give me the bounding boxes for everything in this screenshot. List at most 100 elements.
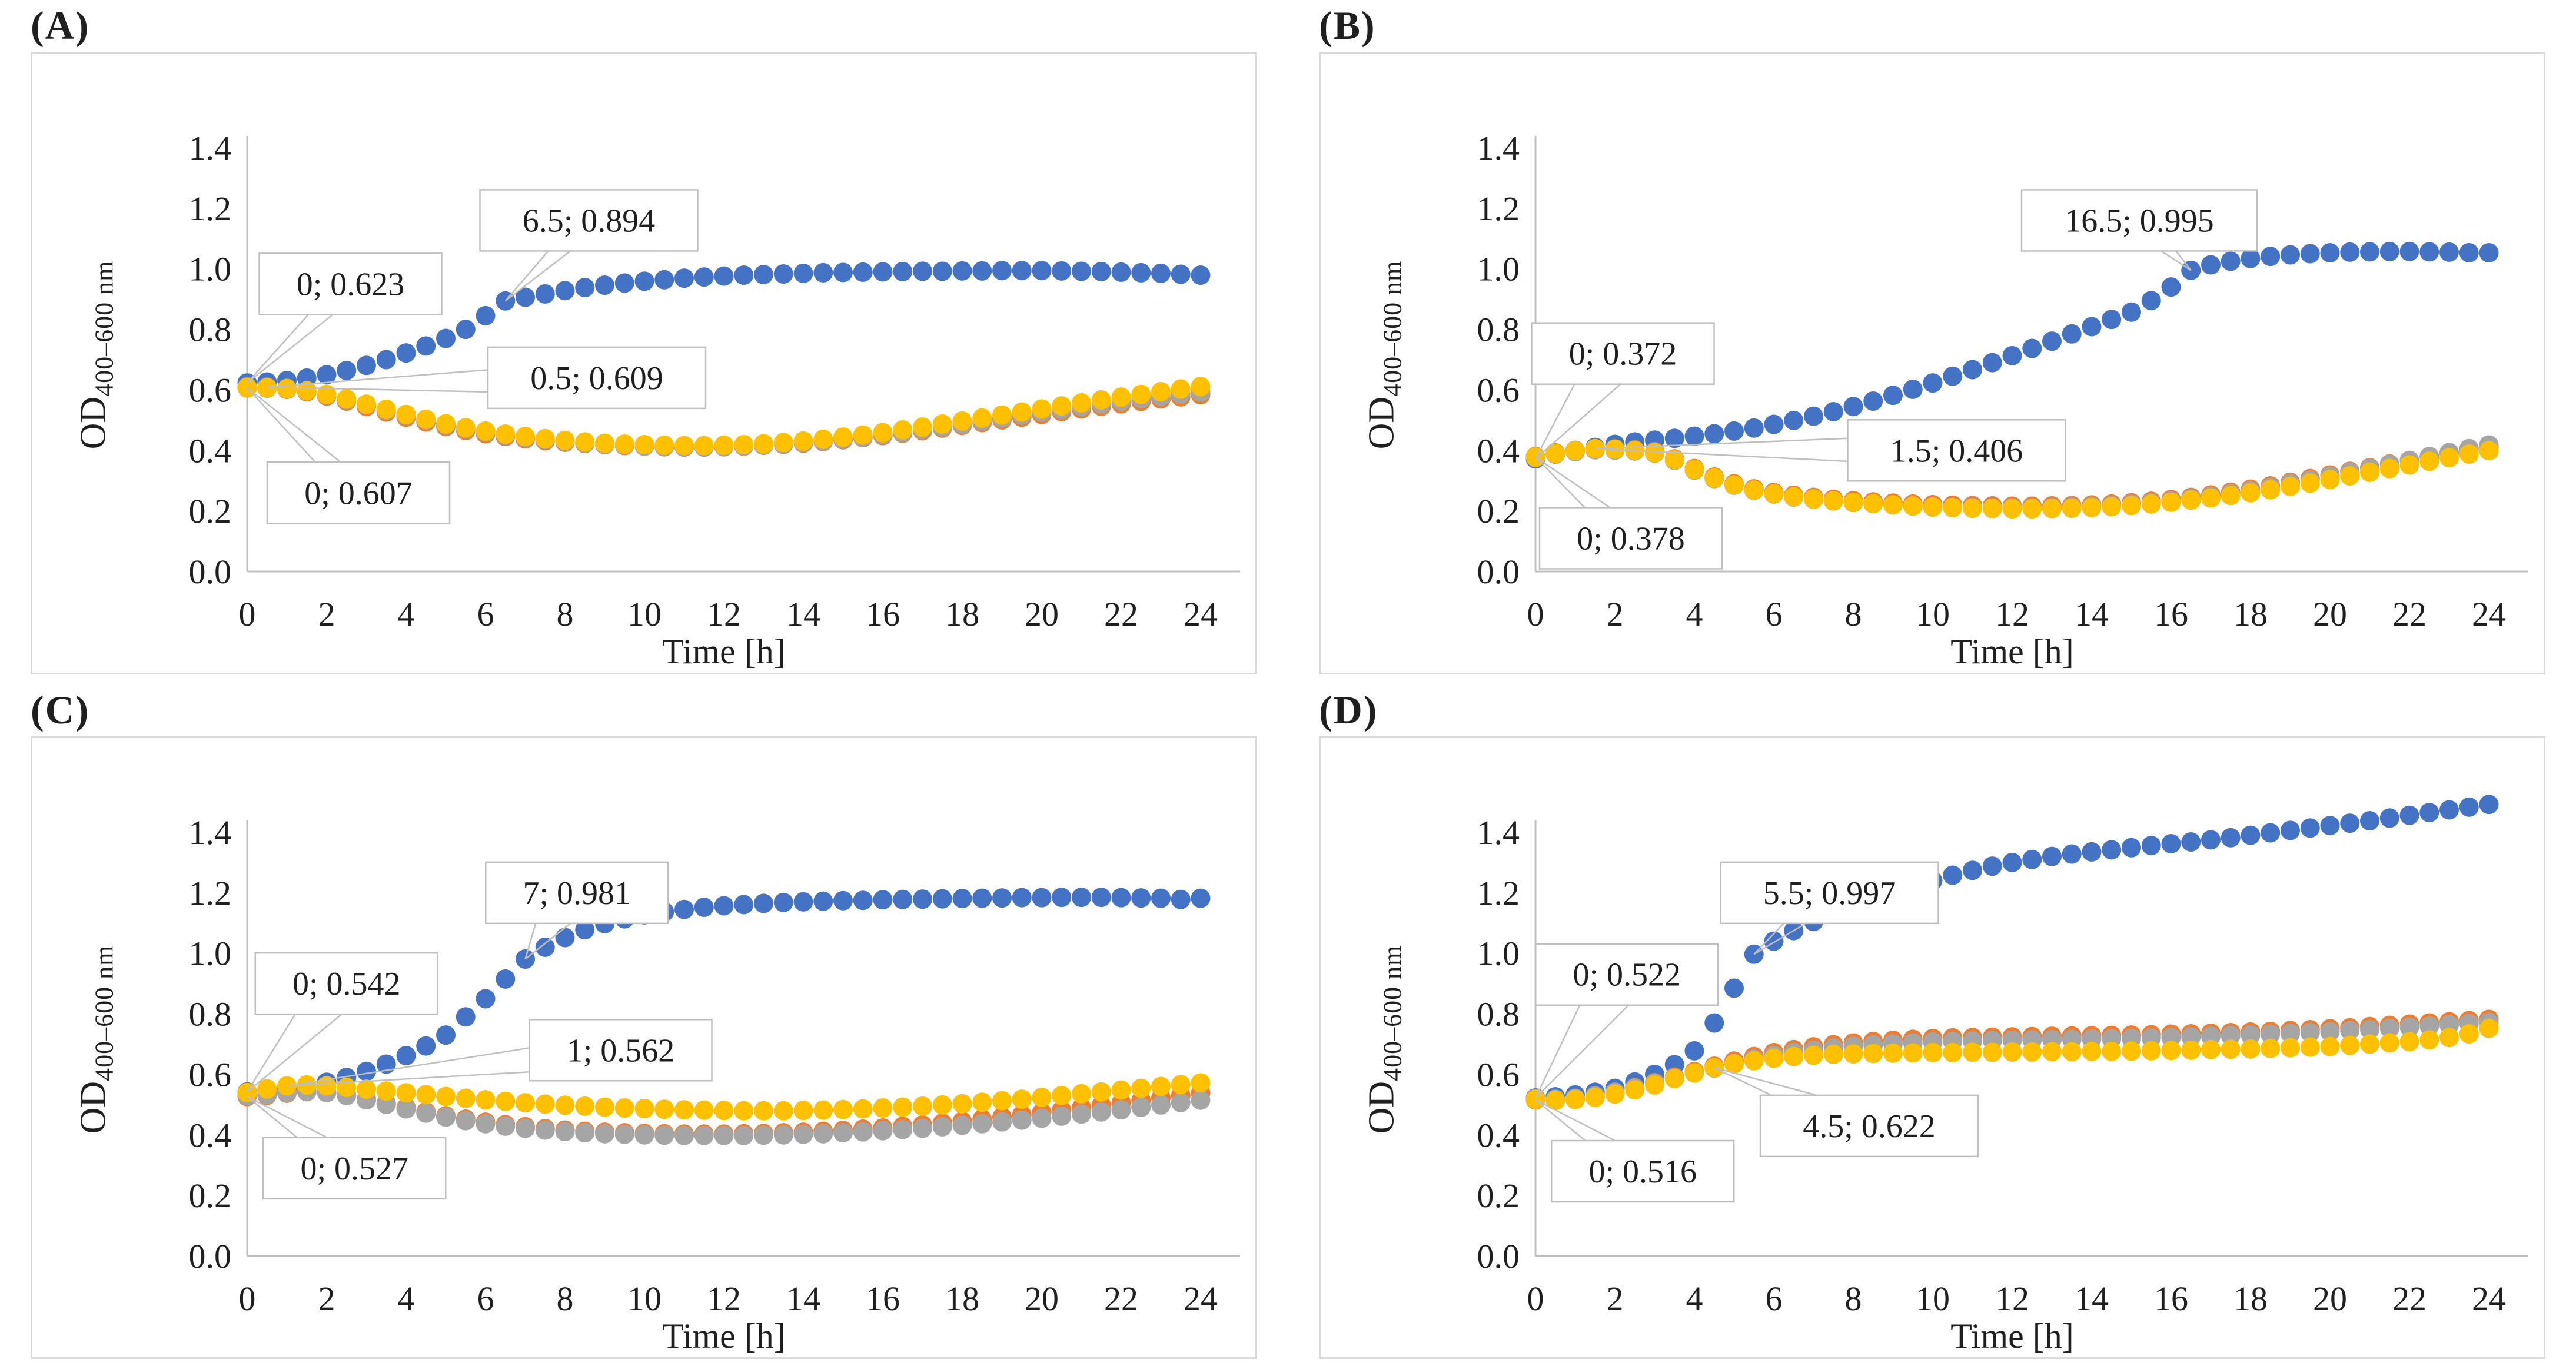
svg-text:1.5; 0.406: 1.5; 0.406	[1890, 433, 2023, 469]
y-axis-title-sub: 400–600 nm	[1378, 260, 1407, 397]
svg-text:0; 0.623: 0; 0.623	[297, 266, 405, 303]
svg-text:1.4: 1.4	[1477, 813, 1520, 852]
svg-text:0.2: 0.2	[189, 492, 232, 530]
svg-text:0; 0.542: 0; 0.542	[292, 966, 401, 1002]
y-axis-title: OD400–600 nm	[72, 945, 119, 1134]
svg-text:22: 22	[1104, 1280, 1138, 1318]
svg-text:18: 18	[2233, 1280, 2268, 1318]
svg-text:8: 8	[557, 1280, 574, 1318]
svg-text:6: 6	[477, 1280, 494, 1318]
svg-text:12: 12	[707, 595, 741, 633]
y-axis-title-main: OD	[73, 396, 114, 450]
svg-text:16: 16	[2154, 595, 2188, 633]
svg-text:6: 6	[1766, 595, 1783, 633]
y-axis-title-main: OD	[1361, 396, 1402, 450]
svg-text:0.4: 0.4	[189, 1116, 232, 1154]
svg-text:0.5; 0.609: 0.5; 0.609	[530, 360, 663, 397]
svg-text:1.2: 1.2	[189, 190, 232, 228]
svg-text:10: 10	[1916, 595, 1950, 633]
svg-text:24: 24	[2472, 595, 2506, 633]
panel-label: (B)	[1319, 3, 1376, 48]
panel-d: (D) 0.0 0.2 0.4 0.6 0.8 1.0 1.2 1.4 0 2 4 6 8 10 12 14 1…	[1288, 684, 2576, 1369]
svg-text:0.8: 0.8	[1477, 995, 1520, 1034]
svg-text:0.2: 0.2	[189, 1177, 232, 1215]
panel-c: (C) 0.0 0.2 0.4 0.6 0.8 1.0 1.2 1.4 0 2 4 6 8 10 12 14 1…	[0, 684, 1288, 1369]
plot-area: 0.00.20.40.60.81.01.21.40 2 4 6 8 10 12 14 16 18 2…	[1477, 795, 2528, 1318]
svg-text:0: 0	[239, 595, 256, 633]
svg-text:1; 0.562: 1; 0.562	[567, 1032, 675, 1069]
plot-area: 0.00.20.40.60.81.01.21.40 2 4 6 8 10 12 14 16 18 2…	[189, 813, 1240, 1318]
svg-text:18: 18	[945, 595, 979, 633]
svg-text:5.5; 0.997: 5.5; 0.997	[1763, 875, 1896, 912]
chart-box: 0.0 0.2 0.4 0.6 0.8 1.0 1.2 1.4 0 2 4 6 8 10 12 14 16 18 2…	[1319, 52, 2545, 674]
svg-text:4: 4	[398, 1280, 415, 1318]
svg-text:14: 14	[786, 595, 820, 633]
svg-text:1.4: 1.4	[189, 129, 232, 167]
svg-text:4.5; 0.622: 4.5; 0.622	[1803, 1108, 1936, 1145]
svg-text:1.2: 1.2	[189, 874, 232, 912]
svg-text:0; 0.516: 0; 0.516	[1588, 1154, 1697, 1190]
svg-text:0.6: 0.6	[189, 371, 232, 409]
svg-text:1.4: 1.4	[1477, 129, 1520, 167]
svg-text:4: 4	[1686, 1280, 1703, 1318]
svg-text:0.4: 0.4	[1477, 431, 1520, 470]
svg-text:6.5; 0.894: 6.5; 0.894	[523, 202, 656, 239]
svg-text:0: 0	[239, 1280, 256, 1318]
svg-text:6: 6	[477, 595, 494, 633]
svg-text:16: 16	[866, 1280, 900, 1318]
svg-text:0.6: 0.6	[1477, 371, 1520, 409]
svg-text:8: 8	[557, 595, 574, 633]
svg-text:8: 8	[1845, 1280, 1862, 1318]
svg-text:0.8: 0.8	[189, 311, 232, 349]
svg-text:0.6: 0.6	[189, 1055, 232, 1094]
svg-text:20: 20	[2313, 1280, 2347, 1318]
svg-text:8: 8	[1845, 595, 1862, 633]
x-axis-title: Time [h]	[662, 632, 786, 671]
x-axis-title: Time [h]	[662, 1317, 786, 1355]
svg-text:24: 24	[1184, 595, 1218, 633]
svg-text:2: 2	[318, 595, 335, 633]
svg-text:0: 0	[1527, 1280, 1544, 1318]
y-axis-title-sub: 400–600 nm	[89, 260, 119, 397]
y-axis-title-sub: 400–600 nm	[89, 945, 119, 1081]
svg-text:16.5; 0.995: 16.5; 0.995	[2065, 202, 2214, 239]
svg-text:0.0: 0.0	[1477, 1237, 1520, 1275]
chart-box: 0.0 0.2 0.4 0.6 0.8 1.0 1.2 1.4 0 2 4 6 8 10 12 14 16 18 2…	[31, 52, 1257, 674]
y-axis-title-main: OD	[73, 1081, 114, 1134]
svg-text:0.0: 0.0	[189, 1237, 232, 1275]
svg-text:1.4: 1.4	[189, 813, 232, 852]
svg-text:2: 2	[1607, 595, 1624, 633]
svg-text:12: 12	[1995, 1280, 2029, 1318]
y-axis-title: OD400–600 nm	[1361, 945, 1407, 1134]
svg-text:2: 2	[318, 1280, 335, 1318]
svg-text:20: 20	[1025, 595, 1059, 633]
svg-text:2: 2	[1607, 1280, 1624, 1318]
svg-text:0.0: 0.0	[1477, 553, 1520, 591]
svg-text:0.8: 0.8	[1477, 311, 1520, 349]
panel-a: (A) 0.0 0.2 0.4 0.6 0.8 1.0 1.2 1.4 0 2 4 6 8 10 12 14 1…	[0, 0, 1288, 684]
panel-label: (C)	[31, 687, 90, 732]
svg-text:0.8: 0.8	[189, 995, 232, 1034]
svg-text:0.6: 0.6	[1477, 1055, 1520, 1094]
plot-area: 0.00.20.40.60.81.01.21.40 2 4 6 8 10 12 14 16 18 2…	[1477, 129, 2528, 633]
svg-text:0.4: 0.4	[1477, 1116, 1520, 1154]
svg-text:7; 0.981: 7; 0.981	[523, 875, 631, 912]
svg-text:12: 12	[1995, 595, 2029, 633]
svg-text:0; 0.527: 0; 0.527	[300, 1151, 408, 1187]
svg-text:0.0: 0.0	[189, 553, 232, 591]
svg-text:22: 22	[2392, 595, 2427, 633]
svg-text:10: 10	[1916, 1280, 1950, 1318]
svg-text:0; 0.372: 0; 0.372	[1569, 336, 1677, 373]
svg-text:20: 20	[1025, 1280, 1059, 1318]
x-axis-title: Time [h]	[1950, 632, 2074, 671]
svg-text:0; 0.378: 0; 0.378	[1577, 520, 1685, 557]
svg-text:0; 0.522: 0; 0.522	[1573, 957, 1681, 993]
svg-text:22: 22	[1104, 595, 1138, 633]
svg-text:1.0: 1.0	[1477, 935, 1520, 973]
svg-text:16: 16	[866, 595, 900, 633]
panel-b: (B) 0.0 0.2 0.4 0.6 0.8 1.0 1.2 1.4 0 2 4 6 8 10 12 14 1…	[1288, 0, 2576, 684]
svg-text:18: 18	[945, 1280, 979, 1318]
x-axis-title: Time [h]	[1950, 1317, 2074, 1355]
svg-text:1.0: 1.0	[189, 250, 232, 288]
